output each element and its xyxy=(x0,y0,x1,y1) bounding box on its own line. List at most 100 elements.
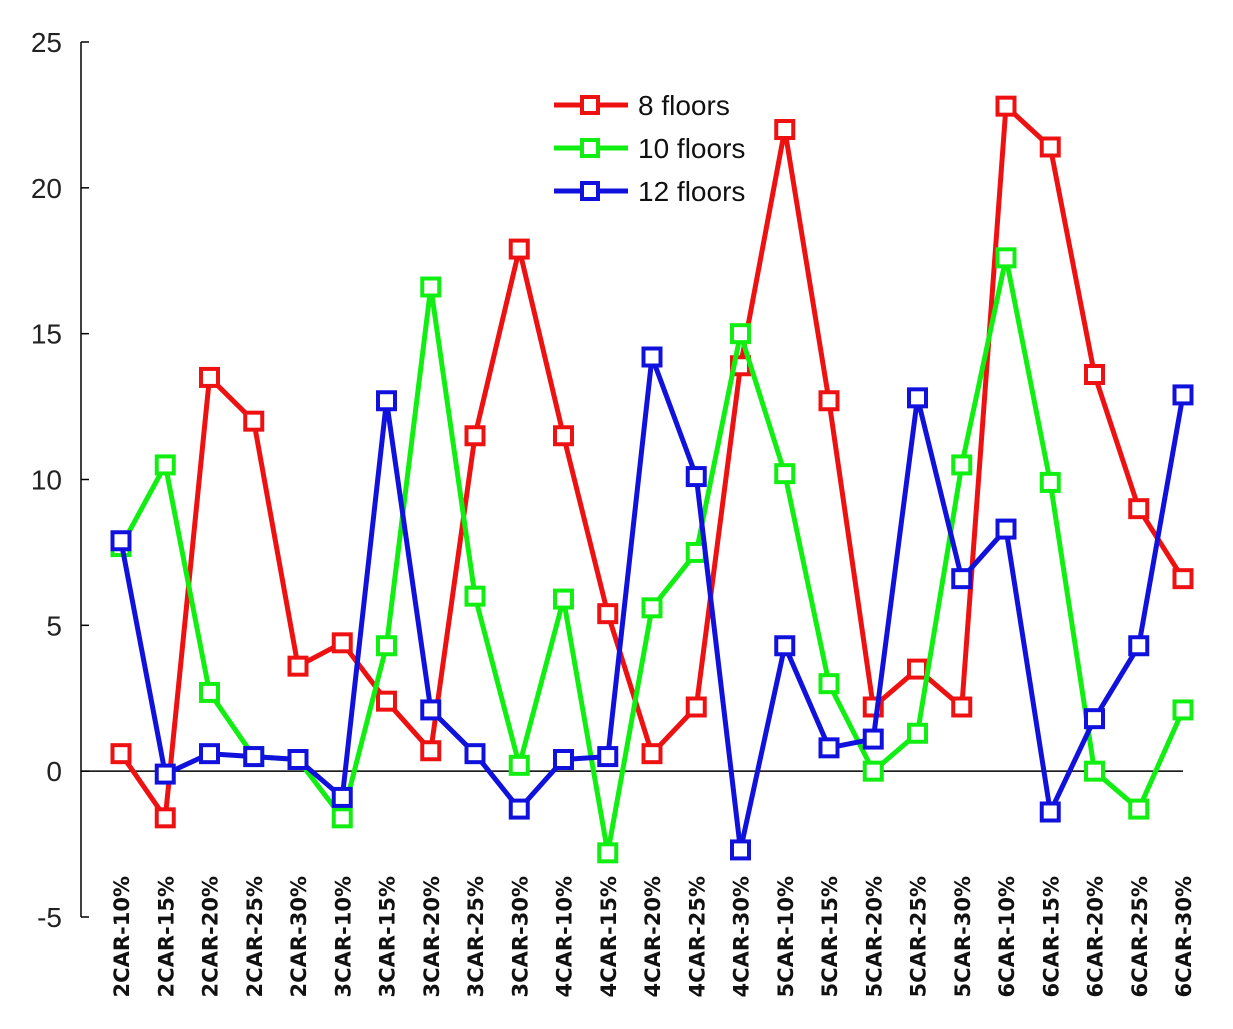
data-point-marker xyxy=(553,588,574,610)
series-line xyxy=(118,103,1186,821)
data-point-marker xyxy=(1084,708,1105,730)
data-point-marker xyxy=(818,673,840,695)
data-point-marker xyxy=(287,749,309,770)
data-point-marker xyxy=(243,410,265,432)
legend-label: 10 floors xyxy=(638,133,745,164)
data-point-marker xyxy=(774,635,796,657)
data-point-marker xyxy=(774,119,796,140)
data-point-marker xyxy=(331,807,353,829)
data-point-marker xyxy=(1172,568,1194,590)
x-tick-label: 5CAR-25% xyxy=(907,876,931,997)
y-tick-label: 20 xyxy=(31,173,62,204)
data-point-marker xyxy=(553,749,574,770)
x-tick-label: 6CAR-20% xyxy=(1084,876,1108,997)
legend: 8 floors 10 floors 12 floors xyxy=(554,90,745,207)
data-point-marker xyxy=(818,390,840,412)
x-tick-label: 4CAR-25% xyxy=(685,876,709,997)
data-point-marker xyxy=(376,635,397,657)
data-point-marker xyxy=(951,696,973,718)
data-point-marker xyxy=(862,760,884,782)
x-tick-label: 5CAR-10% xyxy=(774,876,798,997)
data-point-marker xyxy=(154,807,176,829)
legend-entry: 8 floors xyxy=(554,90,730,121)
data-point-marker xyxy=(376,690,397,712)
data-point-marker xyxy=(1084,364,1105,385)
data-point-marker xyxy=(199,681,220,703)
data-point-marker xyxy=(907,722,928,744)
x-tick-label: 5CAR-15% xyxy=(818,876,842,997)
data-point-marker xyxy=(1039,471,1061,493)
axis-layer: -5 0 5 10 15 20 25 xyxy=(31,27,89,933)
legend-marker xyxy=(580,181,600,201)
data-point-marker xyxy=(331,786,353,808)
data-point-marker xyxy=(597,603,619,625)
y-tick-label: 25 xyxy=(31,27,62,58)
data-point-marker xyxy=(331,632,353,654)
x-tick-label: 3CAR-10% xyxy=(331,876,355,997)
data-point-marker xyxy=(995,518,1017,540)
data-point-marker xyxy=(1128,498,1150,520)
data-point-marker xyxy=(420,699,442,721)
data-point-marker xyxy=(1128,635,1150,657)
data-point-marker xyxy=(597,746,619,768)
data-point-marker xyxy=(1039,801,1061,823)
data-point-marker xyxy=(907,658,928,680)
data-point-marker xyxy=(1039,136,1061,158)
data-point-marker xyxy=(464,743,486,765)
data-point-marker xyxy=(641,346,663,368)
y-tick-label: 15 xyxy=(31,319,62,350)
x-tick-label: 5CAR-30% xyxy=(951,876,975,997)
x-tick-label: 4CAR-10% xyxy=(553,876,577,997)
data-point-marker xyxy=(995,95,1017,117)
series-0 xyxy=(110,95,1194,829)
x-tick-label: 3CAR-25% xyxy=(464,876,488,997)
data-point-marker xyxy=(951,454,973,476)
data-point-marker xyxy=(464,585,486,607)
legend-label: 12 floors xyxy=(638,176,745,207)
data-point-marker xyxy=(199,366,220,388)
x-tick-label: 2CAR-25% xyxy=(243,876,267,997)
x-tick-label: 4CAR-20% xyxy=(641,876,665,997)
data-point-marker xyxy=(154,454,176,476)
data-point-marker xyxy=(818,737,840,759)
data-point-marker xyxy=(1172,699,1194,721)
x-tick-label: 6CAR-15% xyxy=(1039,876,1063,997)
data-point-marker xyxy=(1084,760,1105,782)
x-tick-labels: 2CAR-10% 2CAR-15% 2CAR-20% 2CAR-25% 2CAR-30%… xyxy=(110,876,1196,997)
data-point-marker xyxy=(243,746,265,768)
y-tick-label: 5 xyxy=(46,610,62,641)
data-point-marker xyxy=(641,743,663,765)
x-tick-label: 5CAR-20% xyxy=(862,876,886,997)
data-point-marker xyxy=(774,463,796,485)
x-tick-label: 3CAR-20% xyxy=(420,876,444,997)
x-tick-label: 4CAR-15% xyxy=(597,876,621,997)
data-point-marker xyxy=(685,696,707,718)
data-point-marker xyxy=(287,655,309,677)
data-point-marker xyxy=(508,798,530,820)
x-tick-label: 2CAR-20% xyxy=(199,876,223,997)
data-point-marker xyxy=(154,763,176,785)
data-point-marker xyxy=(1172,384,1194,406)
data-point-marker xyxy=(110,530,132,552)
series-1 xyxy=(110,247,1194,864)
data-point-marker xyxy=(862,728,884,750)
x-tick-label: 3CAR-15% xyxy=(376,876,400,997)
data-point-marker xyxy=(420,740,442,762)
data-point-marker xyxy=(508,238,530,260)
data-point-marker xyxy=(1128,798,1150,820)
series-2 xyxy=(110,346,1194,861)
x-tick-label: 2CAR-30% xyxy=(287,876,311,997)
data-point-marker xyxy=(597,842,619,864)
x-tick-label: 2CAR-10% xyxy=(110,876,134,997)
x-tick-label: 6CAR-10% xyxy=(995,876,1019,997)
y-tick-label: 0 xyxy=(46,756,62,787)
data-point-marker xyxy=(641,597,663,619)
data-point-marker xyxy=(464,425,486,447)
x-tick-label: 4CAR-30% xyxy=(730,876,754,997)
data-point-marker xyxy=(508,754,530,776)
legend-entry: 12 floors xyxy=(554,176,745,207)
data-point-marker xyxy=(553,425,574,447)
legend-marker xyxy=(580,138,600,158)
